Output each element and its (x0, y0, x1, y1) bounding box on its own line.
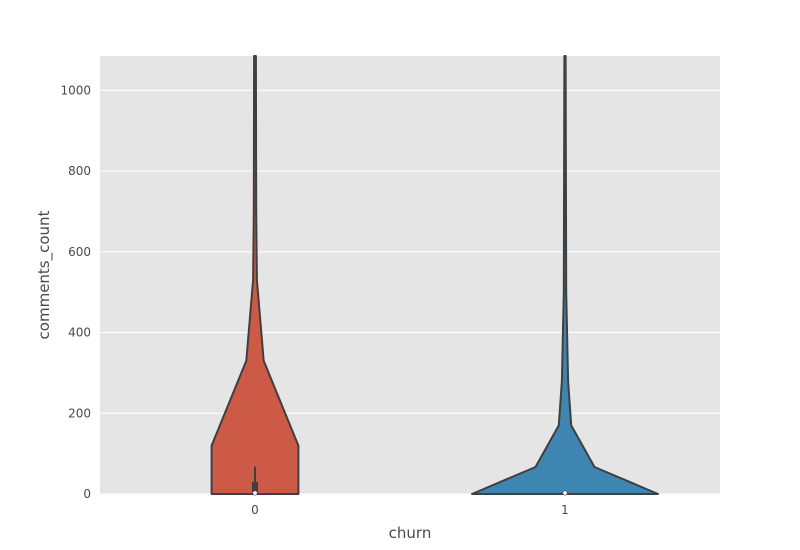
y-tick-label: 0 (83, 487, 91, 501)
violins (210, 55, 659, 496)
median-dot-0 (252, 490, 258, 496)
y-tick-label: 600 (68, 245, 91, 259)
y-tick-labels: 0 200 400 600 800 1000 (60, 83, 91, 501)
median-dot-1 (562, 490, 568, 496)
y-tick-label: 1000 (60, 83, 91, 97)
x-tick-label: 0 (251, 503, 259, 517)
y-axis-label: comments_count (35, 210, 54, 339)
violin-0 (210, 55, 300, 495)
y-tick-label: 200 (68, 406, 91, 420)
x-tick-label: 1 (561, 503, 569, 517)
plot-area (100, 56, 720, 494)
y-tick-label: 800 (68, 164, 91, 178)
x-axis-label: churn (389, 524, 432, 542)
y-tick-label: 400 (68, 326, 91, 340)
violin-1 (471, 55, 659, 495)
